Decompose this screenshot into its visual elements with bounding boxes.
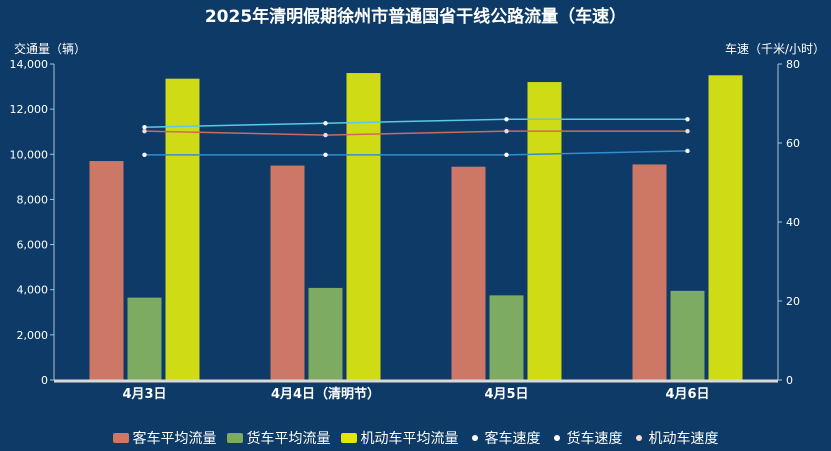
legend-label: 机动车平均流量 [360,431,459,447]
legend-swatch [226,433,243,443]
bar-0-2 [451,166,486,380]
line-point-1-3 [685,148,690,154]
line-point-2-3 [685,128,690,134]
bar-1-0 [127,297,162,380]
legend-item-bar-1[interactable]: 货车平均流量 [226,428,331,448]
line-point-2-1 [323,132,328,138]
bar-2-2 [527,82,562,381]
bar-2-1 [346,73,381,381]
line-series-2 [144,130,688,136]
line-point-0-0 [142,125,147,130]
legend-swatch [340,433,357,443]
bar-2-0 [165,78,200,381]
y-tick-label-left: 12,000 [10,103,49,116]
legend-dot [471,435,478,441]
line-point-1-2 [504,152,509,158]
legend-label: 客车平均流量 [132,431,217,447]
line-point-2-2 [504,128,509,134]
y-tick-label-left: 2,000 [17,329,49,342]
y-tick-label-right: 0 [786,374,793,387]
legend-item-bar-0[interactable]: 客车平均流量 [112,428,217,448]
y-axis-left-label: 交通量（辆） [14,42,87,56]
y-axis-right-label: 车速（千米/小时） [724,42,825,56]
y-tick-label-left: 10,000 [10,148,49,161]
legend-item-line-2[interactable]: 机动车速度 [633,428,719,448]
bar-0-1 [270,165,305,380]
legend-swatch [112,433,129,443]
x-tick-label: 4月5日 [484,387,528,402]
bar-0-3 [632,164,667,380]
y-tick-label-left: 6,000 [17,239,49,252]
y-tick-label-right: 40 [786,216,800,229]
bar-0-0 [89,161,124,380]
legend-label: 客车速度 [484,431,541,447]
line-point-0-1 [323,121,328,126]
legend-dot [635,435,642,441]
chart-legend: 客车平均流量 货车平均流量 机动车平均流量 客车速度 货车速度 机动车速度 [0,428,831,448]
legend-label: 机动车速度 [648,431,719,447]
line-point-0-3 [685,117,690,122]
line-point-2-0 [142,128,147,134]
y-tick-label-left: 14,000 [10,58,49,71]
x-tick-label: 4月6日 [665,387,709,402]
legend-item-line-1[interactable]: 货车速度 [551,428,623,448]
bar-1-3 [670,290,705,380]
y-tick-label-left: 0 [41,374,48,387]
y-tick-label-right: 80 [786,58,800,71]
y-tick-label-right: 20 [786,295,800,308]
legend-dot [553,435,560,441]
line-series-0 [144,118,688,128]
bar-2-3 [708,75,743,381]
bar-1-1 [308,287,343,380]
x-tick-label: 4月4日（清明节） [271,386,380,402]
line-series-1 [144,150,688,156]
chart-title: 2025年清明假期徐州市普通国省干线公路流量（车速） [204,7,627,27]
y-tick-label-left: 8,000 [17,193,49,206]
legend-label: 货车平均流量 [246,431,331,447]
legend-label: 货车速度 [566,431,623,447]
line-point-1-0 [142,152,147,158]
line-point-1-1 [323,152,328,158]
legend-item-line-0[interactable]: 客车速度 [469,428,541,448]
y-tick-label-left: 4,000 [17,284,49,297]
line-point-0-2 [504,117,509,122]
legend-item-bar-2[interactable]: 机动车平均流量 [340,428,459,448]
bar-1-2 [489,295,524,380]
y-tick-label-right: 60 [786,137,800,150]
x-tick-label: 4月3日 [122,387,166,402]
